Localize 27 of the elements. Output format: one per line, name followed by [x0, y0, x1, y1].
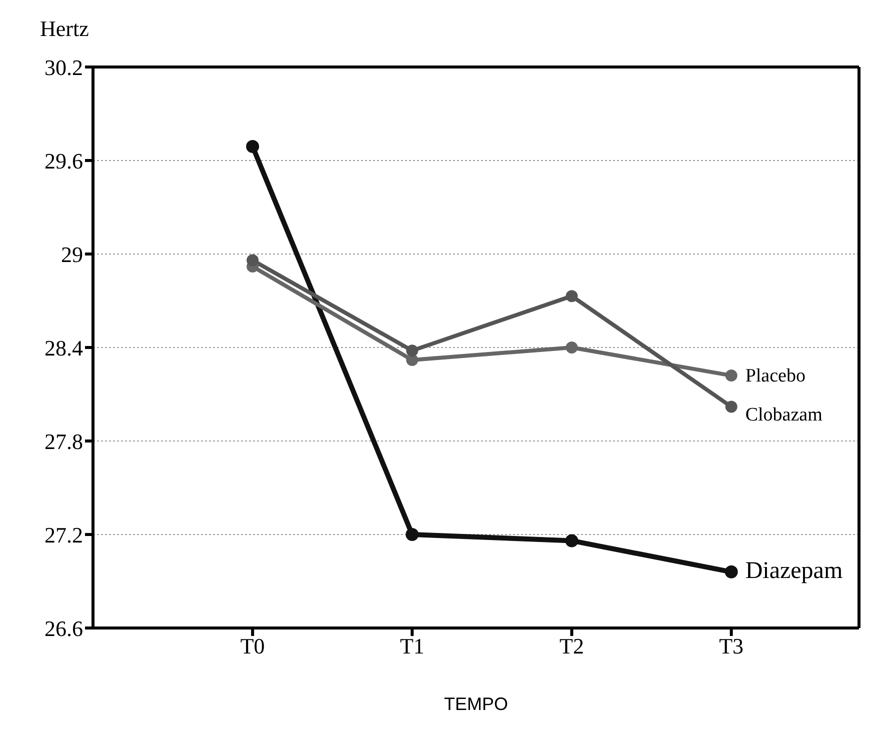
x-tick-label: T3 [719, 634, 744, 659]
point [565, 534, 578, 548]
y-tick-label: 29 [61, 242, 83, 267]
point [406, 344, 418, 357]
x-tick-label: T1 [400, 634, 424, 659]
y-tick-label: 27.8 [44, 428, 83, 454]
x-tick-label: T2 [560, 634, 584, 659]
point [566, 342, 578, 354]
y-tick-label: 28.4 [44, 335, 83, 360]
point [725, 370, 738, 382]
point [724, 565, 738, 578]
x-tick-label: T0 [240, 634, 265, 659]
y-tick-label: 27.2 [44, 522, 83, 548]
y-tick-label: 26.6 [44, 616, 83, 641]
point [246, 254, 259, 266]
series-label: Clobazam [745, 404, 823, 426]
point [566, 290, 578, 302]
point [246, 140, 260, 153]
series-label: Placebo [745, 366, 806, 387]
point [725, 400, 738, 413]
point [406, 528, 419, 541]
x-axis-title: TEMPO [444, 694, 508, 714]
point [406, 354, 418, 366]
y-tick-label: 30.2 [44, 54, 83, 80]
series-label: Diazepam [745, 558, 843, 584]
y-axis-title: Hertz [40, 16, 89, 42]
y-tick-label: 29.6 [44, 148, 83, 174]
